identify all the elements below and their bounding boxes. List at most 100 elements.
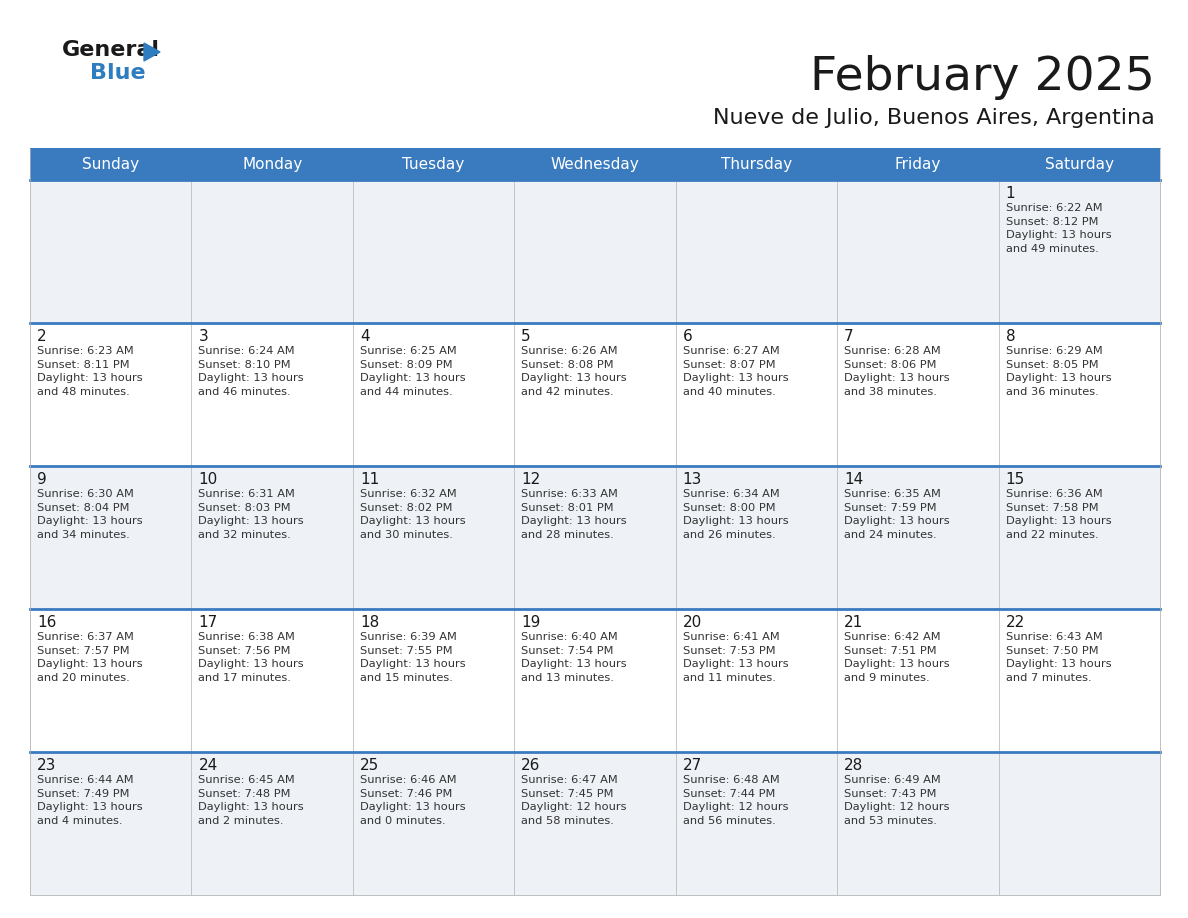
Text: Monday: Monday: [242, 156, 302, 172]
Text: Sunrise: 6:35 AM
Sunset: 7:59 PM
Daylight: 13 hours
and 24 minutes.: Sunrise: 6:35 AM Sunset: 7:59 PM Dayligh…: [845, 489, 949, 540]
Text: Wednesday: Wednesday: [550, 156, 639, 172]
Text: 8: 8: [1005, 329, 1016, 344]
Bar: [30, 323, 191, 466]
Text: 9: 9: [37, 472, 46, 487]
Text: Sunrise: 6:30 AM
Sunset: 8:04 PM
Daylight: 13 hours
and 34 minutes.: Sunrise: 6:30 AM Sunset: 8:04 PM Dayligh…: [37, 489, 143, 540]
Text: Sunrise: 6:24 AM
Sunset: 8:10 PM
Daylight: 13 hours
and 46 minutes.: Sunrise: 6:24 AM Sunset: 8:10 PM Dayligh…: [198, 346, 304, 397]
Text: 1: 1: [1005, 186, 1016, 201]
Bar: [999, 148, 1159, 180]
Bar: [838, 609, 999, 752]
Text: 15: 15: [1005, 472, 1025, 487]
Bar: [999, 609, 1159, 752]
Text: Tuesday: Tuesday: [403, 156, 465, 172]
Text: Sunrise: 6:42 AM
Sunset: 7:51 PM
Daylight: 13 hours
and 9 minutes.: Sunrise: 6:42 AM Sunset: 7:51 PM Dayligh…: [845, 632, 949, 683]
Text: Sunrise: 6:45 AM
Sunset: 7:48 PM
Daylight: 13 hours
and 2 minutes.: Sunrise: 6:45 AM Sunset: 7:48 PM Dayligh…: [198, 775, 304, 826]
Bar: [514, 148, 676, 180]
Text: 25: 25: [360, 758, 379, 773]
Text: Sunrise: 6:34 AM
Sunset: 8:00 PM
Daylight: 13 hours
and 26 minutes.: Sunrise: 6:34 AM Sunset: 8:00 PM Dayligh…: [683, 489, 789, 540]
Text: Sunrise: 6:36 AM
Sunset: 7:58 PM
Daylight: 13 hours
and 22 minutes.: Sunrise: 6:36 AM Sunset: 7:58 PM Dayligh…: [1005, 489, 1111, 540]
Text: Sunrise: 6:40 AM
Sunset: 7:54 PM
Daylight: 13 hours
and 13 minutes.: Sunrise: 6:40 AM Sunset: 7:54 PM Dayligh…: [522, 632, 627, 683]
Bar: [191, 752, 353, 895]
Text: Sunrise: 6:49 AM
Sunset: 7:43 PM
Daylight: 12 hours
and 53 minutes.: Sunrise: 6:49 AM Sunset: 7:43 PM Dayligh…: [845, 775, 949, 826]
Text: Nueve de Julio, Buenos Aires, Argentina: Nueve de Julio, Buenos Aires, Argentina: [713, 108, 1155, 128]
Text: 4: 4: [360, 329, 369, 344]
Bar: [30, 180, 191, 323]
Text: 26: 26: [522, 758, 541, 773]
Text: Sunrise: 6:46 AM
Sunset: 7:46 PM
Daylight: 13 hours
and 0 minutes.: Sunrise: 6:46 AM Sunset: 7:46 PM Dayligh…: [360, 775, 466, 826]
Polygon shape: [144, 43, 160, 61]
Text: Sunrise: 6:38 AM
Sunset: 7:56 PM
Daylight: 13 hours
and 17 minutes.: Sunrise: 6:38 AM Sunset: 7:56 PM Dayligh…: [198, 632, 304, 683]
Text: 6: 6: [683, 329, 693, 344]
Bar: [353, 148, 514, 180]
Bar: [30, 148, 191, 180]
Bar: [676, 180, 838, 323]
Bar: [676, 148, 838, 180]
Text: Sunrise: 6:23 AM
Sunset: 8:11 PM
Daylight: 13 hours
and 48 minutes.: Sunrise: 6:23 AM Sunset: 8:11 PM Dayligh…: [37, 346, 143, 397]
Bar: [30, 466, 191, 609]
Bar: [676, 323, 838, 466]
Bar: [676, 752, 838, 895]
Bar: [514, 466, 676, 609]
Text: 2: 2: [37, 329, 46, 344]
Text: 23: 23: [37, 758, 56, 773]
Text: Sunrise: 6:41 AM
Sunset: 7:53 PM
Daylight: 13 hours
and 11 minutes.: Sunrise: 6:41 AM Sunset: 7:53 PM Dayligh…: [683, 632, 789, 683]
Text: Sunrise: 6:47 AM
Sunset: 7:45 PM
Daylight: 12 hours
and 58 minutes.: Sunrise: 6:47 AM Sunset: 7:45 PM Dayligh…: [522, 775, 627, 826]
Text: 14: 14: [845, 472, 864, 487]
Bar: [353, 466, 514, 609]
Bar: [191, 466, 353, 609]
Bar: [999, 323, 1159, 466]
Text: Sunrise: 6:32 AM
Sunset: 8:02 PM
Daylight: 13 hours
and 30 minutes.: Sunrise: 6:32 AM Sunset: 8:02 PM Dayligh…: [360, 489, 466, 540]
Text: Friday: Friday: [895, 156, 941, 172]
Bar: [838, 466, 999, 609]
Bar: [30, 609, 191, 752]
Text: Sunrise: 6:31 AM
Sunset: 8:03 PM
Daylight: 13 hours
and 32 minutes.: Sunrise: 6:31 AM Sunset: 8:03 PM Dayligh…: [198, 489, 304, 540]
Text: Thursday: Thursday: [721, 156, 792, 172]
Text: Sunrise: 6:44 AM
Sunset: 7:49 PM
Daylight: 13 hours
and 4 minutes.: Sunrise: 6:44 AM Sunset: 7:49 PM Dayligh…: [37, 775, 143, 826]
Bar: [514, 323, 676, 466]
Text: 18: 18: [360, 615, 379, 630]
Bar: [191, 180, 353, 323]
Text: Sunrise: 6:26 AM
Sunset: 8:08 PM
Daylight: 13 hours
and 42 minutes.: Sunrise: 6:26 AM Sunset: 8:08 PM Dayligh…: [522, 346, 627, 397]
Text: 12: 12: [522, 472, 541, 487]
Bar: [30, 752, 191, 895]
Text: 10: 10: [198, 472, 217, 487]
Bar: [353, 323, 514, 466]
Text: Sunday: Sunday: [82, 156, 139, 172]
Bar: [353, 180, 514, 323]
Text: 24: 24: [198, 758, 217, 773]
Text: 11: 11: [360, 472, 379, 487]
Bar: [514, 180, 676, 323]
Text: Sunrise: 6:33 AM
Sunset: 8:01 PM
Daylight: 13 hours
and 28 minutes.: Sunrise: 6:33 AM Sunset: 8:01 PM Dayligh…: [522, 489, 627, 540]
Bar: [514, 752, 676, 895]
Text: Sunrise: 6:28 AM
Sunset: 8:06 PM
Daylight: 13 hours
and 38 minutes.: Sunrise: 6:28 AM Sunset: 8:06 PM Dayligh…: [845, 346, 949, 397]
Text: 3: 3: [198, 329, 208, 344]
Bar: [514, 609, 676, 752]
Text: 13: 13: [683, 472, 702, 487]
Text: 27: 27: [683, 758, 702, 773]
Bar: [353, 752, 514, 895]
Text: Sunrise: 6:22 AM
Sunset: 8:12 PM
Daylight: 13 hours
and 49 minutes.: Sunrise: 6:22 AM Sunset: 8:12 PM Dayligh…: [1005, 203, 1111, 253]
Bar: [676, 466, 838, 609]
Text: Sunrise: 6:48 AM
Sunset: 7:44 PM
Daylight: 12 hours
and 56 minutes.: Sunrise: 6:48 AM Sunset: 7:44 PM Dayligh…: [683, 775, 788, 826]
Text: 16: 16: [37, 615, 56, 630]
Text: 7: 7: [845, 329, 854, 344]
Text: Sunrise: 6:39 AM
Sunset: 7:55 PM
Daylight: 13 hours
and 15 minutes.: Sunrise: 6:39 AM Sunset: 7:55 PM Dayligh…: [360, 632, 466, 683]
Text: Sunrise: 6:37 AM
Sunset: 7:57 PM
Daylight: 13 hours
and 20 minutes.: Sunrise: 6:37 AM Sunset: 7:57 PM Dayligh…: [37, 632, 143, 683]
Text: 17: 17: [198, 615, 217, 630]
Text: 19: 19: [522, 615, 541, 630]
Text: Sunrise: 6:27 AM
Sunset: 8:07 PM
Daylight: 13 hours
and 40 minutes.: Sunrise: 6:27 AM Sunset: 8:07 PM Dayligh…: [683, 346, 789, 397]
Text: 20: 20: [683, 615, 702, 630]
Text: 5: 5: [522, 329, 531, 344]
Bar: [838, 180, 999, 323]
Text: 21: 21: [845, 615, 864, 630]
Text: February 2025: February 2025: [810, 55, 1155, 100]
Bar: [838, 752, 999, 895]
Text: Sunrise: 6:43 AM
Sunset: 7:50 PM
Daylight: 13 hours
and 7 minutes.: Sunrise: 6:43 AM Sunset: 7:50 PM Dayligh…: [1005, 632, 1111, 683]
Bar: [838, 148, 999, 180]
Bar: [191, 148, 353, 180]
Text: Sunrise: 6:25 AM
Sunset: 8:09 PM
Daylight: 13 hours
and 44 minutes.: Sunrise: 6:25 AM Sunset: 8:09 PM Dayligh…: [360, 346, 466, 397]
Text: 28: 28: [845, 758, 864, 773]
Text: Saturday: Saturday: [1044, 156, 1114, 172]
Text: 22: 22: [1005, 615, 1025, 630]
Bar: [999, 466, 1159, 609]
